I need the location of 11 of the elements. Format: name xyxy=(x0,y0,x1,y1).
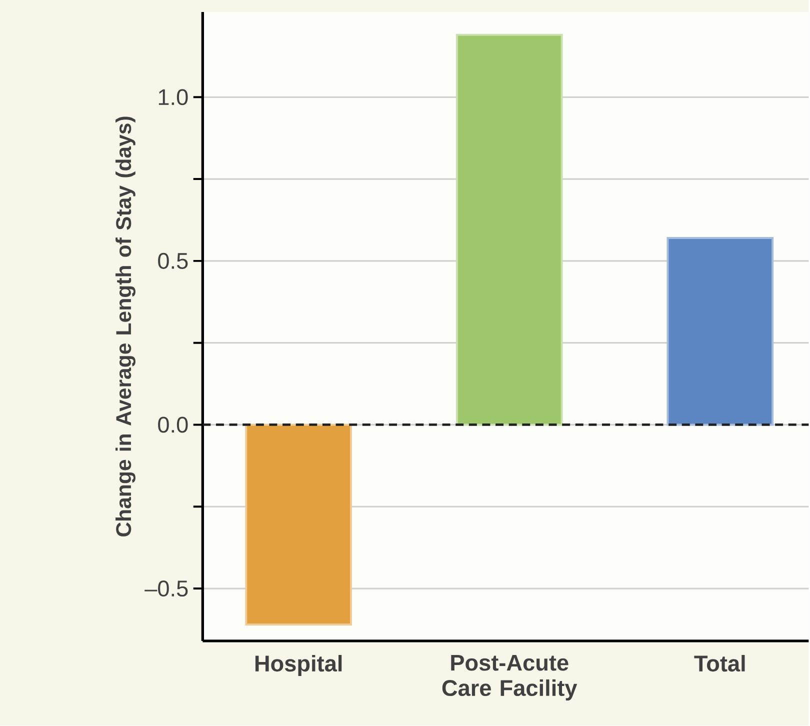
x-tick-label: Total xyxy=(694,655,745,672)
x-tick-label: Hospital xyxy=(255,655,342,676)
bar xyxy=(245,424,352,626)
y-tick-label: 0.5 xyxy=(158,253,188,270)
y-tick-label: 0.0 xyxy=(158,416,188,433)
y-tick-label: 1.0 xyxy=(158,89,188,106)
bar xyxy=(456,34,563,426)
x-tick-label: Post-Acute Care Facility xyxy=(442,655,578,701)
y-axis-title: Change in Average Length of Stay (days) xyxy=(116,116,136,537)
bar xyxy=(666,237,774,426)
y-tick-label: –0.5 xyxy=(144,580,188,597)
